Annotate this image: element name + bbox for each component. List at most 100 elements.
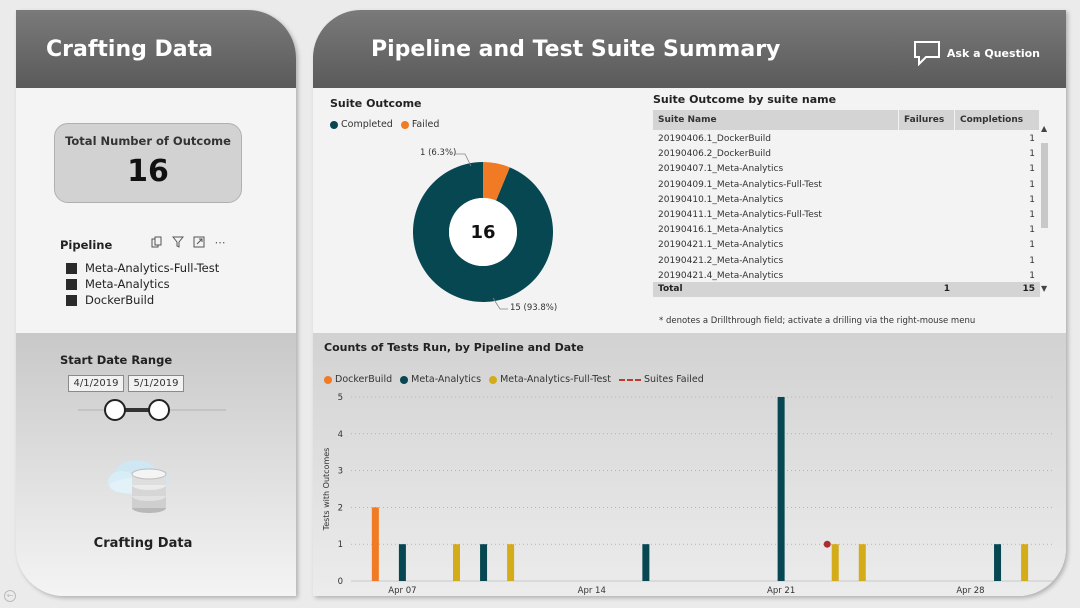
checkbox-icon[interactable] <box>66 278 77 290</box>
slicer-item[interactable]: Meta-Analytics <box>66 276 260 292</box>
bar-dockerbuild[interactable] <box>371 507 379 581</box>
start-date-input[interactable]: 4/1/2019 <box>68 375 124 392</box>
legend-meta-analytics[interactable]: Meta-Analytics <box>400 374 481 385</box>
cell-completions: 1 <box>1029 164 1035 175</box>
table-row[interactable]: 20190421.2_Meta-Analytics 1 <box>653 254 1040 269</box>
donut-slice-failed[interactable] <box>483 162 510 201</box>
table-body: 20190406.1_DockerBuild 1 20190406.2_Docker… <box>653 130 1040 282</box>
slicer-item[interactable]: DockerBuild <box>66 292 260 308</box>
bar-meta-analytics[interactable] <box>480 544 488 581</box>
cell-completions: 1 <box>1029 179 1035 190</box>
speech-bubble-icon <box>913 41 940 66</box>
column-header-completions[interactable]: Completions <box>955 110 1040 130</box>
bar-meta-analytics[interactable] <box>642 544 650 581</box>
cell-completions: 1 <box>1029 194 1035 205</box>
back-arrow-icon[interactable]: ← <box>4 590 16 602</box>
y-tick-label: 0 <box>338 577 343 587</box>
copy-icon[interactable] <box>150 236 164 250</box>
legend-dot <box>330 120 338 129</box>
total-outcome-card[interactable]: Total Number of Outcome 16 <box>54 123 242 203</box>
cell-suite-name: 20190421.2_Meta-Analytics <box>658 255 784 266</box>
focus-mode-icon[interactable] <box>192 236 206 250</box>
left-bottom-section: Start Date Range 4/1/2019 5/1/2019 <box>16 333 296 596</box>
legend-failed-label: Failed <box>411 119 440 130</box>
filter-icon[interactable] <box>171 236 185 250</box>
cell-completions: 1 <box>1029 270 1035 281</box>
scroll-up-icon[interactable]: ▲ <box>1041 124 1048 133</box>
table-row[interactable]: 20190416.1_Meta-Analytics 1 <box>653 223 1040 238</box>
bar-meta-analytics[interactable] <box>994 544 1002 581</box>
slicer-item-label: Meta-Analytics <box>85 277 170 291</box>
table-row[interactable]: 20190421.1_Meta-Analytics 1 <box>653 238 1040 253</box>
pipeline-slicer-list: Meta-Analytics-Full-Test Meta-Analytics … <box>60 260 260 308</box>
slicer-item-label: Meta-Analytics-Full-Test <box>85 261 220 275</box>
bar-chart-legend: DockerBuild Meta-Analytics Meta-Analytic… <box>324 374 712 385</box>
scroll-down-icon[interactable]: ▼ <box>1041 284 1048 293</box>
legend-dot <box>489 375 498 384</box>
column-header-suite-name[interactable]: Suite Name <box>653 110 899 130</box>
bar-meta-analytics-full-test[interactable] <box>1021 544 1029 581</box>
failed-marker[interactable] <box>823 540 831 548</box>
suite-outcome-table[interactable]: Suite Name Failures Completions 20190406… <box>653 110 1040 297</box>
checkbox-icon[interactable] <box>66 294 77 306</box>
table-row[interactable]: 20190406.2_DockerBuild 1 <box>653 147 1040 162</box>
legend-dash <box>618 378 641 381</box>
left-panel: Crafting Data Total Number of Outcome 16… <box>16 10 296 596</box>
table-row[interactable]: 20190411.1_Meta-Analytics-Full-Test 1 <box>653 208 1040 223</box>
page-title: Pipeline and Test Suite Summary <box>371 37 781 62</box>
suite-outcome-donut[interactable] <box>403 152 563 312</box>
legend-meta-analytics-full-test[interactable]: Meta-Analytics-Full-Test <box>489 374 611 385</box>
legend-completed[interactable]: Completed <box>330 119 393 130</box>
cell-completions: 1 <box>1029 209 1035 220</box>
cell-suite-name: 20190410.1_Meta-Analytics <box>658 194 784 205</box>
cell-suite-name: 20190406.1_DockerBuild <box>658 134 772 144</box>
legend-dockerbuild[interactable]: DockerBuild <box>324 374 392 385</box>
cell-failures <box>899 162 955 177</box>
legend-dot <box>324 375 332 384</box>
pipeline-slicer[interactable]: Pipeline ⋯ Meta-Analytics-Full-Test Me <box>60 236 260 308</box>
bar-meta-analytics-full-test[interactable] <box>858 544 866 581</box>
y-axis-label: Tests with Outcomes <box>322 448 331 532</box>
table-row[interactable]: 20190409.1_Meta-Analytics-Full-Test 1 <box>653 178 1040 193</box>
x-tick-label: Apr 07 <box>388 586 416 596</box>
table-row[interactable]: 20190421.4_Meta-Analytics 1 <box>653 269 1040 282</box>
brand-label: Crafting Data <box>93 536 193 551</box>
legend-full-test-label: Meta-Analytics-Full-Test <box>500 374 611 385</box>
cell-suite-name: 20190409.1_Meta-Analytics-Full-Test <box>658 179 822 190</box>
ask-question-button[interactable]: Ask a Question <box>913 40 1040 66</box>
cell-completions: 1 <box>1029 240 1035 251</box>
bar-meta-analytics-full-test[interactable] <box>507 544 515 581</box>
column-header-failures[interactable]: Failures <box>899 110 955 130</box>
donut-legend: Completed Failed <box>330 119 447 130</box>
table-row[interactable]: 20190406.1_DockerBuild 1 <box>653 132 1040 147</box>
cloud-database-icon <box>106 450 176 516</box>
visual-header-tools: ⋯ <box>150 236 227 250</box>
bar-meta-analytics-full-test[interactable] <box>831 544 839 581</box>
bar-meta-analytics[interactable] <box>398 544 406 581</box>
slicer-item[interactable]: Meta-Analytics-Full-Test <box>66 260 260 276</box>
cell-completions: 1 <box>1029 134 1035 144</box>
end-date-input[interactable]: 5/1/2019 <box>128 375 184 392</box>
cell-suite-name: 20190407.1_Meta-Analytics <box>658 164 784 175</box>
table-row[interactable]: 20190410.1_Meta-Analytics 1 <box>653 193 1040 208</box>
cell-completions: 1 <box>1029 225 1035 236</box>
x-tick-label: Apr 28 <box>956 586 984 596</box>
date-slider-end-handle[interactable] <box>148 399 170 421</box>
cell-failures <box>899 223 955 238</box>
legend-suites-failed[interactable]: Suites Failed <box>618 374 704 385</box>
more-options-icon[interactable]: ⋯ <box>214 236 226 249</box>
total-completions: 15 <box>1022 284 1035 294</box>
table-header: Suite Name Failures Completions <box>653 110 1040 130</box>
total-failures: 1 <box>943 284 950 294</box>
table-scrollbar[interactable] <box>1041 143 1048 228</box>
tests-run-bar-chart[interactable]: 0 1 2 3 4 5 Tests with Outcomes Apr 07 Apr 14 Apr… <box>313 333 1066 596</box>
table-row[interactable]: 20190407.1_Meta-Analytics 1 <box>653 162 1040 177</box>
date-slider-start-handle[interactable] <box>104 399 126 421</box>
checkbox-icon[interactable] <box>66 262 77 274</box>
donut-slice-completed[interactable] <box>413 162 553 302</box>
legend-dot <box>400 120 409 129</box>
bar-meta-analytics-full-test[interactable] <box>453 544 461 581</box>
legend-failed[interactable]: Failed <box>400 119 440 130</box>
bar-meta-analytics[interactable] <box>777 397 785 581</box>
cell-suite-name: 20190411.1_Meta-Analytics-Full-Test <box>658 209 822 220</box>
